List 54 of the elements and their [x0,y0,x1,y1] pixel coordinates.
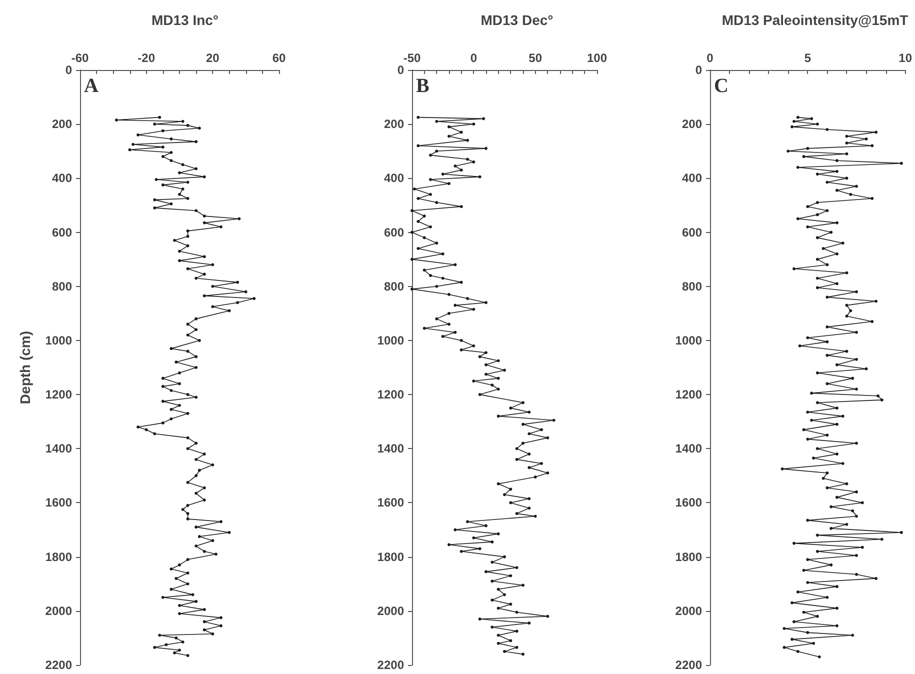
chart-title: MD13 Paleointensity@15mT [722,12,909,28]
x-tick-label: 10 [898,51,912,65]
y-tick-label: 2200 [675,658,702,672]
y-tick-label: 0 [397,63,404,77]
y-tick-label: 800 [682,279,702,294]
x-tick-label: -50 [403,51,421,65]
y-tick-label: 1200 [45,388,72,402]
y-tick-label: 1800 [45,550,72,564]
y-tick-label: 200 [52,117,72,132]
y-tick-label: 0 [695,63,702,77]
x-tick-label: 50 [528,51,542,65]
y-tick-label: 400 [384,171,404,186]
y-tick-label: 200 [384,117,404,132]
chart-title: MD13 Dec° [480,12,554,28]
y-tick-label: 1600 [675,496,702,510]
y-tick-label: 1400 [45,442,72,456]
y-tick-label: 1600 [377,496,404,510]
y-tick-label: 600 [52,225,72,240]
y-tick-label: 1400 [675,442,702,456]
y-tick-label: 2200 [45,658,72,672]
y-tick-label: 1000 [377,333,404,348]
y-tick-label: 1600 [45,496,72,510]
y-tick-label: 1800 [377,550,404,564]
y-tick-label: 2000 [675,604,702,618]
annotation: C [714,75,728,97]
y-tick-label: 800 [384,279,404,294]
y-tick-label: 0 [65,63,72,77]
y-tick-label: 1400 [377,442,404,456]
y-tick-label: 800 [52,279,72,294]
x-tick-label: -60 [71,51,89,65]
y-tick-label: 600 [384,225,404,240]
y-axis-title: Depth (cm) [17,330,33,404]
x-tick-label: 5 [804,51,812,65]
y-tick-label: 1000 [45,333,72,348]
y-tick-label: 1000 [675,333,702,348]
annotation: B [416,75,430,97]
y-tick-label: 1800 [675,550,702,564]
y-tick-label: 1200 [675,388,702,402]
y-tick-label: 2000 [377,604,404,618]
y-tick-label: 1200 [377,388,404,402]
x-tick-label: 0 [470,51,478,65]
chart-title: MD13 Inc° [151,12,219,28]
y-tick-label: 2200 [377,658,404,672]
x-tick-label: 0 [706,51,714,65]
y-tick-label: 600 [682,225,702,240]
annotation: A [84,75,99,97]
x-tick-label: 60 [272,51,286,65]
y-tick-label: 400 [682,171,702,186]
x-tick-label: 20 [206,51,220,65]
x-tick-label: -20 [138,51,156,65]
y-tick-label: 400 [52,171,72,186]
x-tick-label: 100 [586,51,608,65]
y-tick-label: 200 [682,117,702,132]
y-tick-label: 2000 [45,604,72,618]
